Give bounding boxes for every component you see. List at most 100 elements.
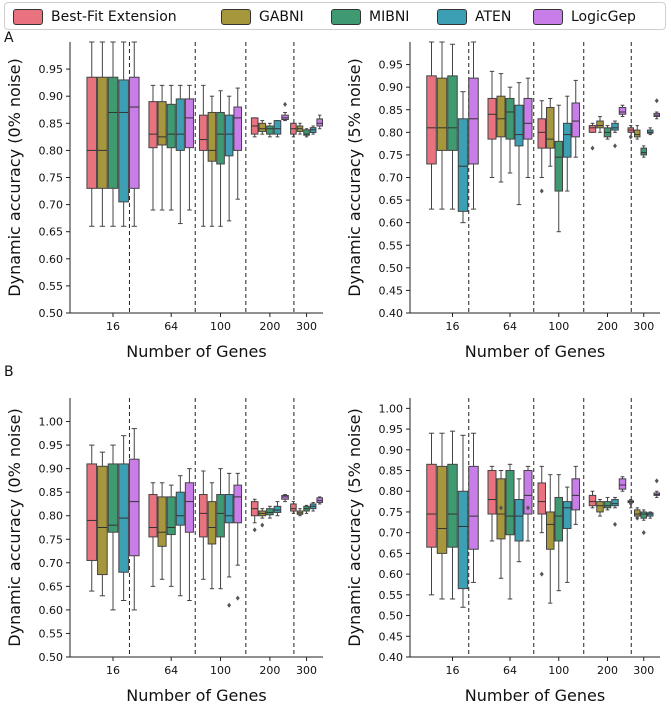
box-gabni-16 xyxy=(436,432,448,600)
box-aten-100 xyxy=(224,95,234,222)
box-aten-200 xyxy=(611,496,619,509)
box-mibni-16 xyxy=(107,41,119,227)
box-iqr xyxy=(266,125,274,135)
x-tick-label: 200 xyxy=(259,320,280,333)
box-iqr xyxy=(618,478,627,490)
box-aten-100 xyxy=(224,472,234,578)
box-iqr xyxy=(457,118,469,212)
box-iqr xyxy=(640,511,647,519)
y-tick-label: 0.90 xyxy=(39,90,64,103)
y-tick-label: 0.70 xyxy=(379,172,404,185)
box-gabni-16 xyxy=(97,451,108,597)
box-iqr xyxy=(290,503,297,512)
legend-label: MIBNI xyxy=(369,9,410,25)
box-aten-64 xyxy=(175,84,185,225)
box-iqr xyxy=(175,98,185,151)
y-tick-label: 0.60 xyxy=(39,253,64,266)
y-tick-label: 0.60 xyxy=(39,604,64,617)
y-tick-label: 0.60 xyxy=(379,568,404,581)
legend-swatch xyxy=(13,9,43,25)
box-iqr xyxy=(97,76,108,189)
box-mibni-300 xyxy=(303,504,310,514)
box-iqr xyxy=(199,114,208,151)
box-best-fit-extension-100 xyxy=(199,84,208,227)
box-iqr xyxy=(157,496,167,547)
x-tick-label: 64 xyxy=(503,320,517,333)
box-iqr xyxy=(86,463,98,561)
legend-item-logicgep: LogicGep xyxy=(533,7,636,27)
box-iqr xyxy=(166,496,176,536)
y-tick-label: 0.80 xyxy=(379,126,404,139)
box-mibni-16 xyxy=(447,43,458,210)
box-aten-64 xyxy=(175,475,185,597)
y-tick-label: 0.50 xyxy=(379,262,404,275)
y-tick-label: 0.65 xyxy=(379,194,404,207)
box-logicgep-64 xyxy=(184,468,194,601)
y-tick-label: 0.95 xyxy=(379,59,404,72)
box-mibni-100 xyxy=(216,90,225,227)
box-mibni-300 xyxy=(640,145,647,158)
outlier-point xyxy=(526,505,530,511)
outlier-point xyxy=(227,602,232,608)
box-logicgep-300 xyxy=(653,111,660,120)
box-best-fit-extension-200 xyxy=(250,498,259,524)
box-aten-300 xyxy=(647,511,654,519)
x-axis-label: Number of Genes xyxy=(465,686,605,705)
y-tick-label: 0.55 xyxy=(39,280,64,293)
legend-item-aten: ATEN xyxy=(437,7,511,27)
outlier-point xyxy=(613,521,617,527)
legend: Best-Fit Extension GABNI MIBNI ATEN Logi… xyxy=(4,2,666,30)
y-tick-label: 0.40 xyxy=(379,651,404,664)
box-aten-64 xyxy=(514,478,524,563)
box-iqr xyxy=(537,118,546,149)
outlier-point xyxy=(628,134,633,140)
box-mibni-200 xyxy=(603,496,612,511)
y-tick-label: 0.75 xyxy=(39,533,64,546)
box-iqr xyxy=(436,77,448,151)
box-iqr xyxy=(634,509,641,517)
box-gabni-64 xyxy=(157,482,167,580)
box-aten-16 xyxy=(457,434,469,608)
y-tick-label: 0.60 xyxy=(379,217,404,230)
y-tick-label: 0.70 xyxy=(379,527,404,540)
box-iqr xyxy=(634,129,641,138)
box-gabni-200 xyxy=(596,499,604,517)
y-tick-label: 0.65 xyxy=(379,547,404,560)
y-tick-label: 0.70 xyxy=(39,199,64,212)
y-tick-label: 0.50 xyxy=(39,651,64,664)
box-iqr xyxy=(266,508,274,516)
box-iqr xyxy=(554,496,563,542)
box-iqr xyxy=(514,499,524,542)
box-mibni-16 xyxy=(447,430,458,600)
box-gabni-100 xyxy=(546,97,555,167)
box-iqr xyxy=(148,494,158,538)
box-mibni-200 xyxy=(266,505,274,519)
box-logicgep-200 xyxy=(281,494,289,503)
box-aten-16 xyxy=(457,91,469,224)
box-gabni-200 xyxy=(258,508,267,519)
y-tick-label: 0.85 xyxy=(39,486,64,499)
box-gabni-100 xyxy=(207,95,217,227)
y-tick-label: 0.80 xyxy=(39,144,64,157)
box-best-fit-extension-64 xyxy=(148,84,158,211)
box-iqr xyxy=(216,494,225,538)
box-gabni-16 xyxy=(436,41,448,210)
box-iqr xyxy=(554,140,563,192)
outlier-point xyxy=(590,145,595,151)
box-best-fit-extension-64 xyxy=(487,70,497,178)
box-iqr xyxy=(468,465,479,550)
y-axis-label: Dynamic accuracy (0% noise) xyxy=(5,408,24,646)
y-tick-label: 0.70 xyxy=(39,557,64,570)
box-mibni-100 xyxy=(554,104,563,233)
y-axis-label: Dynamic accuracy (5% noise) xyxy=(345,408,364,646)
box-mibni-64 xyxy=(166,84,176,211)
x-tick-label: 100 xyxy=(548,664,569,677)
box-best-fit-extension-300 xyxy=(627,125,634,133)
box-logicgep-16 xyxy=(468,41,479,210)
box-iqr xyxy=(128,458,140,557)
box-logicgep-200 xyxy=(618,104,627,118)
box-iqr xyxy=(496,95,506,138)
box-best-fit-extension-100 xyxy=(199,470,208,580)
y-axis-label: Dynamic accuracy (0% noise) xyxy=(5,58,24,296)
y-tick-label: 0.65 xyxy=(39,226,64,239)
